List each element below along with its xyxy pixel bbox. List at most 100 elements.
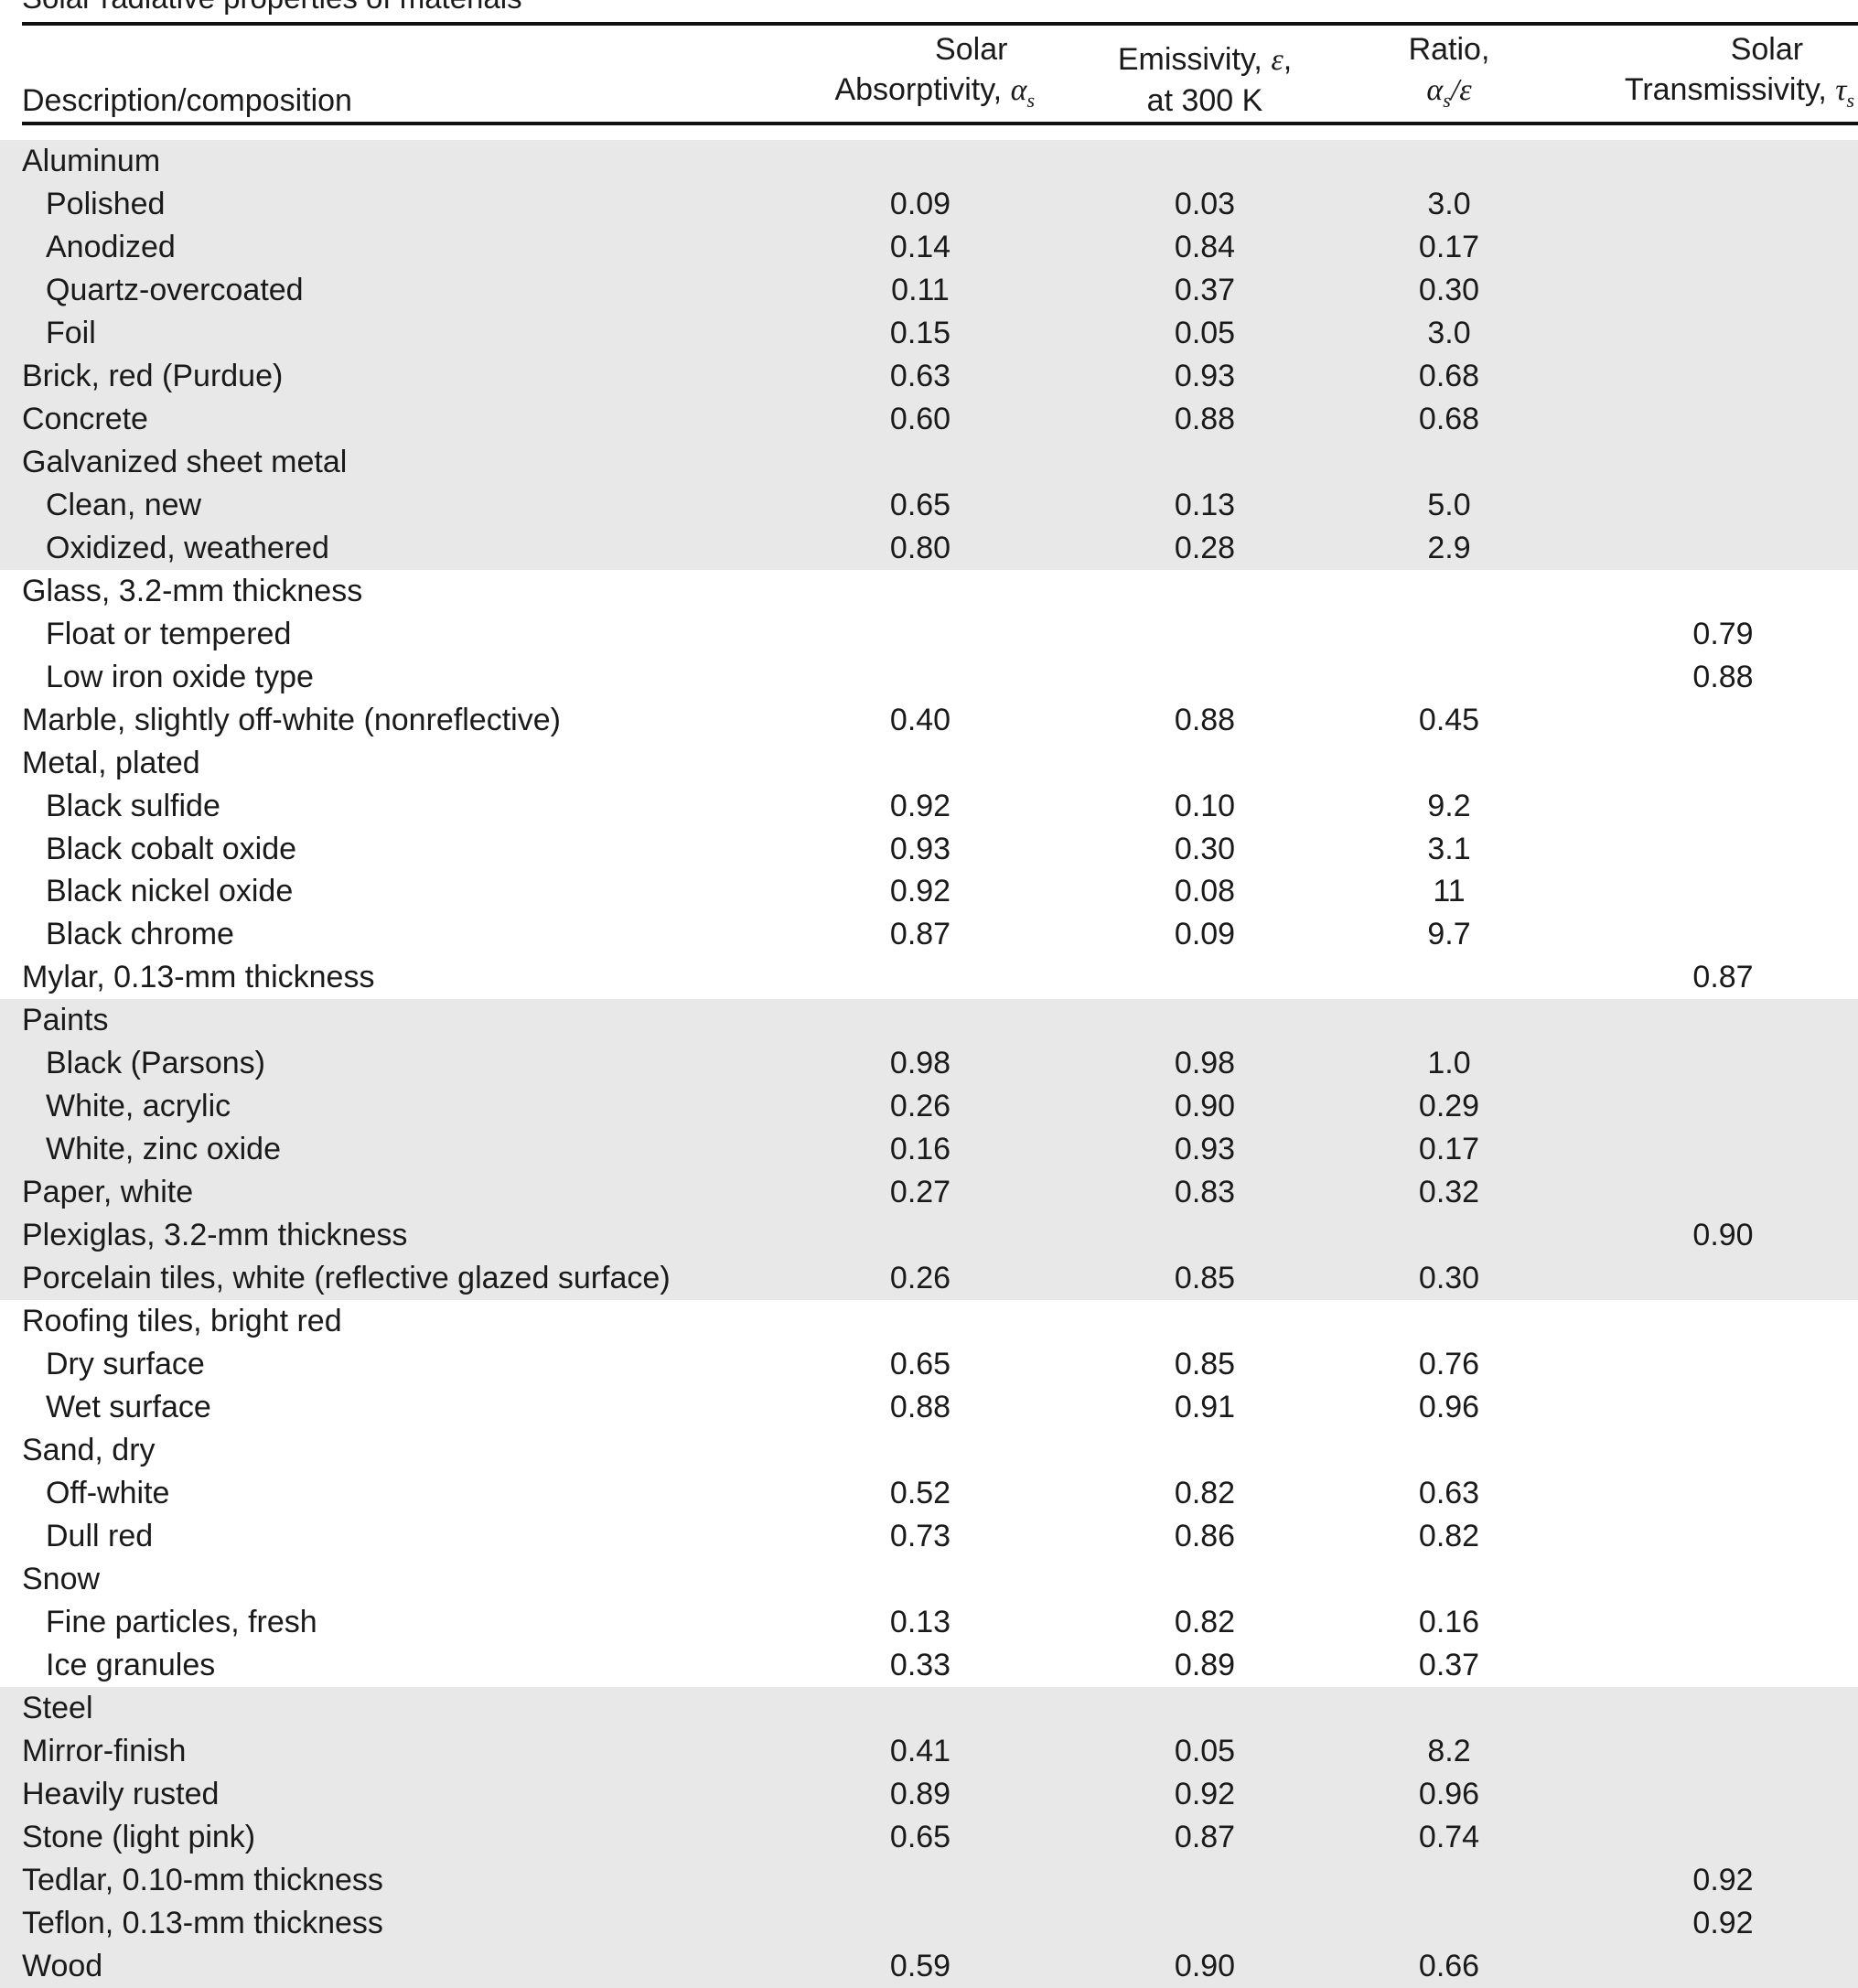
table-row: Dull red 0.73 0.86 0.82: [0, 1515, 1858, 1558]
cell-absorptivity: 0.92: [889, 788, 951, 823]
cell-description: Black sulfide: [46, 788, 220, 823]
cell-ratio: 3.1: [1427, 831, 1471, 866]
cell-absorptivity: 0.65: [889, 1347, 951, 1382]
cell-description: Black chrome: [46, 917, 234, 952]
table-row: Black sulfide 0.92 0.10 9.2: [0, 785, 1858, 828]
table-row: Black cobalt oxide 0.93 0.30 3.1: [0, 828, 1858, 871]
cell-emissivity: 0.03: [1174, 186, 1236, 221]
cell-description: Concrete: [22, 401, 148, 436]
table-row: Plexiglas, 3.2-mm thickness 0.90: [0, 1214, 1858, 1258]
cell-absorptivity: 0.26: [889, 1261, 951, 1296]
cell-description: Teflon, 0.13-mm thickness: [22, 1905, 383, 1940]
table-row: Snow: [0, 1558, 1858, 1601]
cell-ratio: 0.96: [1418, 1776, 1480, 1811]
table-row: Off-white 0.52 0.82 0.63: [0, 1472, 1858, 1515]
cell-ratio: 0.29: [1418, 1089, 1480, 1124]
cell-ratio: 0.30: [1418, 1261, 1480, 1296]
cell-ratio: 0.17: [1418, 229, 1480, 264]
cell-ratio: 9.7: [1427, 917, 1471, 952]
cell-emissivity: 0.09: [1174, 917, 1236, 952]
cell-description: Heavily rusted: [22, 1776, 220, 1811]
cell-description: Plexiglas, 3.2-mm thickness: [22, 1218, 408, 1253]
table-row: Galvanized sheet metal: [0, 440, 1858, 484]
cell-ratio: 11: [1433, 874, 1466, 909]
table-row: Paper, white 0.27 0.83 0.32: [0, 1171, 1858, 1215]
cell-ratio: 0.16: [1418, 1604, 1480, 1639]
cell-absorptivity: 0.65: [889, 1819, 951, 1854]
cell-description: Stone (light pink): [22, 1819, 256, 1854]
cell-absorptivity: 0.13: [889, 1604, 951, 1639]
cell-absorptivity: 0.40: [889, 702, 951, 737]
cell-absorptivity: 0.98: [889, 1046, 951, 1081]
cell-description: Quartz-overcoated: [46, 272, 304, 307]
cell-emissivity: 0.28: [1174, 530, 1236, 565]
cell-absorptivity: 0.14: [889, 229, 951, 264]
table-row: Foil 0.15 0.05 3.0: [0, 311, 1858, 355]
cell-ratio: 1.0: [1427, 1046, 1471, 1081]
cell-absorptivity: 0.15: [889, 315, 951, 350]
header-emissivity: Emissivity, ε, at 300 K: [1117, 42, 1293, 118]
cell-transmissivity: 0.92: [1692, 1862, 1754, 1897]
cell-description: Ice granules: [46, 1647, 216, 1682]
cell-absorptivity: 0.88: [889, 1390, 951, 1425]
table-row: Steel: [0, 1686, 1858, 1730]
table-row: Paints: [0, 999, 1858, 1043]
cell-description: Porcelain tiles, white (reflective glaze…: [22, 1261, 671, 1296]
table-row: Polished 0.09 0.03 3.0: [0, 182, 1858, 226]
table-row: Black nickel oxide 0.92 0.08 11: [0, 870, 1858, 913]
table-row: Float or tempered 0.79: [0, 613, 1858, 656]
cell-ratio: 0.45: [1418, 702, 1480, 737]
cell-transmissivity: 0.92: [1692, 1905, 1754, 1940]
cell-description: Mirror-finish: [22, 1733, 187, 1768]
table-header: Description/composition Solar Absorptivi…: [0, 32, 1858, 121]
cell-description: Paints: [22, 1003, 109, 1038]
table-row: Mylar, 0.13-mm thickness 0.87: [0, 956, 1858, 999]
cell-description: Polished: [46, 186, 166, 221]
table-row: Oxidized, weathered 0.80 0.28 2.9: [0, 526, 1858, 570]
cell-absorptivity: 0.52: [889, 1476, 951, 1511]
table-title: Solar radiative properties of materials: [22, 0, 522, 16]
cell-description: White, zinc oxide: [46, 1132, 281, 1167]
cell-ratio: 0.63: [1418, 1476, 1480, 1511]
cell-description: Low iron oxide type: [46, 659, 314, 694]
cell-absorptivity: 0.26: [889, 1089, 951, 1124]
table-row: Sand, dry: [0, 1429, 1858, 1472]
top-rule: [22, 22, 1858, 26]
cell-ratio: 2.9: [1427, 530, 1471, 565]
cell-ratio: 3.0: [1427, 315, 1471, 350]
table-row: Black chrome 0.87 0.09 9.7: [0, 913, 1858, 956]
cell-ratio: 0.32: [1418, 1175, 1480, 1210]
cell-emissivity: 0.83: [1174, 1175, 1236, 1210]
header-absorptivity: Solar Absorptivity, αs: [834, 32, 1035, 112]
header-transmissivity: Solar Transmissivity, τs: [1624, 32, 1854, 112]
cell-description: Dull red: [46, 1519, 154, 1553]
cell-description: Steel: [22, 1690, 93, 1725]
cell-emissivity: 0.90: [1174, 1089, 1236, 1124]
table-row: Heavily rusted 0.89 0.92 0.96: [0, 1772, 1858, 1816]
cell-description: Roofing tiles, bright red: [22, 1304, 342, 1339]
cell-emissivity: 0.84: [1174, 229, 1236, 264]
cell-emissivity: 0.05: [1174, 1733, 1236, 1768]
cell-emissivity: 0.10: [1174, 788, 1236, 823]
cell-transmissivity: 0.90: [1692, 1218, 1754, 1253]
cell-description: Fine particles, fresh: [46, 1604, 317, 1639]
cell-transmissivity: 0.79: [1692, 616, 1754, 651]
cell-emissivity: 0.88: [1174, 702, 1236, 737]
cell-absorptivity: 0.65: [889, 487, 951, 522]
cell-absorptivity: 0.11: [891, 272, 950, 307]
cell-emissivity: 0.37: [1174, 272, 1236, 307]
cell-description: Black cobalt oxide: [46, 831, 297, 866]
cell-ratio: 0.68: [1418, 401, 1480, 436]
cell-emissivity: 0.92: [1174, 1776, 1236, 1811]
cell-description: Black (Parsons): [46, 1046, 265, 1081]
table-row: Low iron oxide type 0.88: [0, 656, 1858, 699]
cell-description: White, acrylic: [46, 1089, 231, 1124]
table-row: Wet surface 0.88 0.91 0.96: [0, 1386, 1858, 1429]
table-row: White, zinc oxide 0.16 0.93 0.17: [0, 1128, 1858, 1172]
cell-ratio: 0.74: [1418, 1819, 1480, 1854]
cell-description: Clean, new: [46, 487, 202, 522]
cell-absorptivity: 0.63: [889, 358, 951, 393]
cell-description: Sand, dry: [22, 1433, 156, 1468]
cell-absorptivity: 0.33: [889, 1647, 951, 1682]
cell-description: Aluminum: [22, 144, 161, 178]
